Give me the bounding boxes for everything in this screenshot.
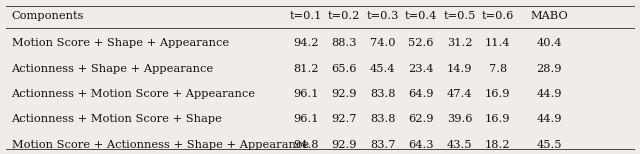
Text: 92.7: 92.7 (332, 114, 357, 124)
Text: t=0.5: t=0.5 (444, 11, 476, 21)
Text: t=0.4: t=0.4 (405, 11, 437, 21)
Text: 64.9: 64.9 (408, 89, 434, 99)
Text: 96.1: 96.1 (293, 89, 319, 99)
Text: 65.6: 65.6 (332, 64, 357, 73)
Text: 45.5: 45.5 (536, 140, 562, 150)
Text: Actionness + Motion Score + Shape: Actionness + Motion Score + Shape (12, 114, 222, 124)
Text: 88.3: 88.3 (332, 38, 357, 48)
Text: 18.2: 18.2 (485, 140, 511, 150)
Text: 64.3: 64.3 (408, 140, 434, 150)
Text: 94.2: 94.2 (293, 38, 319, 48)
Text: 96.1: 96.1 (293, 114, 319, 124)
Text: Motion Score + Actionness + Shape + Appearance: Motion Score + Actionness + Shape + Appe… (12, 140, 308, 150)
Text: t=0.2: t=0.2 (328, 11, 360, 21)
Text: 16.9: 16.9 (485, 89, 511, 99)
Text: 92.9: 92.9 (332, 140, 357, 150)
Text: Motion Score + Shape + Appearance: Motion Score + Shape + Appearance (12, 38, 228, 48)
Text: Actionness + Shape + Appearance: Actionness + Shape + Appearance (12, 64, 214, 73)
Text: 43.5: 43.5 (447, 140, 472, 150)
Text: 14.9: 14.9 (447, 64, 472, 73)
Text: Actionness + Motion Score + Appearance: Actionness + Motion Score + Appearance (12, 89, 255, 99)
Text: 74.0: 74.0 (370, 38, 396, 48)
Text: 7.8: 7.8 (489, 64, 507, 73)
Text: 83.8: 83.8 (370, 89, 396, 99)
Text: 62.9: 62.9 (408, 114, 434, 124)
Text: 52.6: 52.6 (408, 38, 434, 48)
Text: t=0.3: t=0.3 (367, 11, 399, 21)
Text: MABO: MABO (531, 11, 568, 21)
Text: Components: Components (12, 11, 84, 21)
Text: 44.9: 44.9 (536, 89, 562, 99)
Text: 28.9: 28.9 (536, 64, 562, 73)
Text: 81.2: 81.2 (293, 64, 319, 73)
Text: t=0.1: t=0.1 (290, 11, 322, 21)
Text: 83.8: 83.8 (370, 114, 396, 124)
Text: 39.6: 39.6 (447, 114, 472, 124)
Text: 44.9: 44.9 (536, 114, 562, 124)
Text: 94.8: 94.8 (293, 140, 319, 150)
Text: 11.4: 11.4 (485, 38, 511, 48)
Text: 47.4: 47.4 (447, 89, 472, 99)
Text: t=0.6: t=0.6 (482, 11, 514, 21)
Text: 31.2: 31.2 (447, 38, 472, 48)
Text: 92.9: 92.9 (332, 89, 357, 99)
Text: 83.7: 83.7 (370, 140, 396, 150)
Text: 16.9: 16.9 (485, 114, 511, 124)
Text: 40.4: 40.4 (536, 38, 562, 48)
Text: 23.4: 23.4 (408, 64, 434, 73)
Text: 45.4: 45.4 (370, 64, 396, 73)
